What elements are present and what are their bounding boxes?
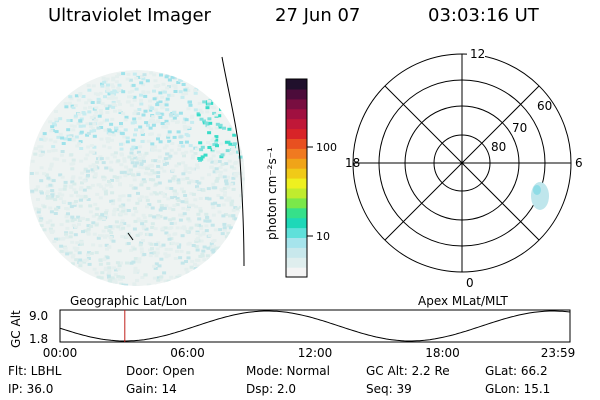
colorbar-unit-label: photon cm⁻²s⁻¹ [265,147,279,240]
dsp-info: Dsp: 2.0 [246,382,297,396]
polar-plot [352,53,572,273]
colorbar-label-10: 10 [316,230,330,243]
door-info: Door: Open [126,364,195,378]
altitude-panel-frame [59,309,571,343]
time-tick-label: 12:00 [298,346,333,360]
colorbar-segment [286,118,307,130]
color-scale-bar [286,79,307,278]
color-scale-frame [285,78,308,278]
image-pixels [29,71,245,286]
date-label: 27 Jun 07 [275,5,361,26]
time-tick-label: 00:00 [43,346,78,360]
mlt-label-6: 6 [575,156,583,170]
colorbar-segment [286,128,307,139]
mlat-label-70: 70 [512,121,527,135]
apex-mlat-mlt-label: Apex MLat/MLT [418,294,508,308]
colorbar-segment [286,98,307,110]
colorbar-segment [286,217,307,229]
time-tick-label: 18:00 [425,346,460,360]
glon-info: GLon: 15.1 [485,382,551,396]
colorbar-segment [286,227,307,238]
alt-tick-top: 9.0 [29,309,48,323]
colorbar-segment [286,237,307,248]
time-axis: 00:00 06:00 12:00 18:00 23:59 [43,346,576,360]
geographic-image [29,70,245,286]
colorbar-segment [286,158,307,169]
mlat-label-60: 60 [537,99,552,113]
ip-info: IP: 36.0 [8,382,54,396]
colorbar-segment [286,207,307,219]
colorbar-label-100: 100 [316,141,337,154]
mlt-label-bg [467,48,485,60]
time-label: 03:03:16 UT [428,5,539,26]
colorbar-segment [286,79,307,90]
terminator-line [221,56,245,267]
seq-info: Seq: 39 [366,382,412,396]
colorbar-segment [286,108,307,120]
colorbar-segment [286,187,307,199]
colorbar-segment [286,138,307,149]
polar-diagonal-2 [384,85,540,241]
colorbar-segment [286,168,307,179]
geographic-latlon-label: Geographic Lat/Lon [70,294,187,308]
instrument-title: Ultraviolet Imager [48,5,211,26]
filter-info: Flt: LBHL [8,364,62,378]
colorbar-segment [286,178,307,189]
gain-info: Gain: 14 [126,382,177,396]
colorbar-segment [286,88,307,100]
colorbar-segment [286,267,307,278]
mode-info: Mode: Normal [246,364,330,378]
glat-info: GLat: 66.2 [485,364,548,378]
colorbar-segment [286,197,307,209]
alt-axis-label: GC Alt [9,310,23,348]
gc-alt-info: GC Alt: 2.2 Re [366,364,450,378]
colorbar-segment [286,148,307,159]
colorbar-segment [286,257,307,268]
time-tick-label: 06:00 [170,346,205,360]
mlt-label-12: 12 [470,47,485,61]
mlt-label-18: 18 [345,156,360,170]
altitude-curve [59,310,571,342]
mlat-label-80: 80 [491,140,506,154]
time-tick-label: 23:59 [541,346,576,360]
mlt-label-0: 0 [466,276,474,290]
colorbar-segment [286,247,307,258]
alt-tick-bottom: 1.8 [29,332,48,346]
polar-emission-patch [531,182,549,210]
small-marker [127,232,134,241]
